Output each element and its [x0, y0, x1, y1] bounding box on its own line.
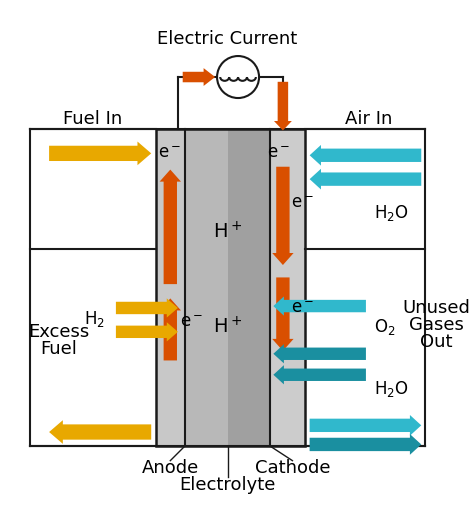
Polygon shape — [310, 415, 421, 436]
Polygon shape — [274, 82, 292, 131]
Polygon shape — [273, 365, 366, 384]
Text: Unused: Unused — [402, 299, 471, 317]
Text: H$_2$: H$_2$ — [83, 310, 104, 329]
Polygon shape — [116, 298, 178, 318]
Text: e$^-$: e$^-$ — [266, 144, 290, 162]
Text: Electrolyte: Electrolyte — [179, 475, 276, 493]
Text: O$_2$: O$_2$ — [374, 317, 395, 337]
Text: Anode: Anode — [142, 459, 199, 477]
Polygon shape — [49, 142, 151, 165]
Text: Fuel: Fuel — [40, 340, 77, 358]
Polygon shape — [272, 277, 293, 351]
Polygon shape — [310, 145, 421, 166]
Text: H$^+$: H$^+$ — [213, 221, 242, 242]
Text: H$_2$O: H$_2$O — [374, 379, 408, 399]
Polygon shape — [160, 169, 181, 284]
Polygon shape — [310, 169, 421, 190]
Text: e$^-$: e$^-$ — [291, 299, 314, 317]
Bar — [156, 129, 184, 447]
Text: Fuel In: Fuel In — [64, 110, 123, 128]
Bar — [156, 129, 305, 447]
Polygon shape — [273, 344, 366, 363]
Text: Electric Current: Electric Current — [157, 30, 298, 48]
Text: H$^+$: H$^+$ — [213, 316, 242, 338]
Text: e$^-$: e$^-$ — [291, 194, 314, 212]
Text: H$_2$O: H$_2$O — [374, 202, 408, 222]
Text: e$^-$: e$^-$ — [158, 144, 181, 162]
Bar — [271, 129, 305, 447]
Polygon shape — [116, 322, 178, 341]
Text: Air In: Air In — [345, 110, 392, 128]
Text: Excess: Excess — [28, 323, 89, 341]
Bar — [184, 129, 228, 447]
Polygon shape — [160, 298, 181, 361]
Text: Gases: Gases — [409, 316, 464, 334]
Polygon shape — [310, 434, 421, 455]
Text: Out: Out — [420, 333, 453, 352]
Polygon shape — [49, 420, 151, 444]
Polygon shape — [273, 296, 366, 315]
Text: Cathode: Cathode — [255, 459, 330, 477]
Polygon shape — [272, 167, 293, 265]
Bar — [228, 129, 271, 447]
Polygon shape — [182, 68, 215, 86]
Circle shape — [217, 56, 259, 98]
Text: e$^-$: e$^-$ — [180, 313, 203, 331]
